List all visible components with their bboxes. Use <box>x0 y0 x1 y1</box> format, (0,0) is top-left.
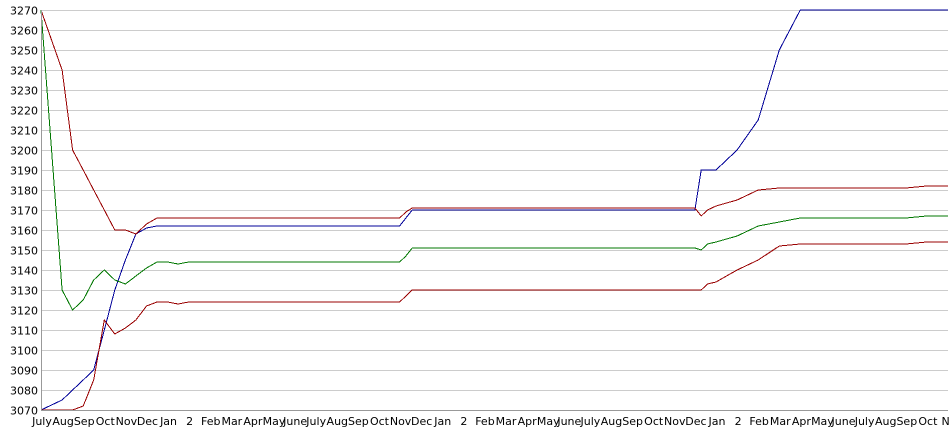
y-tick-label: 3170 <box>10 205 38 218</box>
y-tick-label: 3180 <box>10 185 38 198</box>
x-tick-label: June <box>831 415 856 428</box>
x-tick-label: Nov <box>390 415 412 428</box>
x-tick-label: May <box>537 415 560 428</box>
series-line-4 <box>41 241 948 411</box>
y-tick-label: 3070 <box>10 405 38 418</box>
y-tick-label: 3210 <box>10 125 38 138</box>
x-tick-label: Nov <box>664 415 686 428</box>
x-tick-label: 2 <box>186 415 193 428</box>
y-tick-label: 3130 <box>10 285 38 298</box>
y-tick-label: 3190 <box>10 165 38 178</box>
x-tick-label: Sep <box>74 415 95 428</box>
x-tick-label: Sep <box>896 415 917 428</box>
x-tick-label: Aug <box>327 415 348 428</box>
y-tick-label: 3080 <box>10 385 38 398</box>
series-line-2 <box>40 9 948 235</box>
x-tick-label: Jan <box>707 415 725 428</box>
x-tick-label: Apr <box>518 415 538 428</box>
x-tick-label: Jan <box>159 415 177 428</box>
x-tick-label: Feb <box>749 415 768 428</box>
series-lines <box>40 9 948 411</box>
y-tick-label: 3230 <box>10 85 38 98</box>
x-tick-label: Apr <box>243 415 263 428</box>
x-tick-label: Nov <box>116 415 138 428</box>
x-tick-label: Mar <box>221 415 242 428</box>
x-tick-label: May <box>811 415 834 428</box>
series-line-3 <box>40 9 948 311</box>
x-tick-label: No <box>942 415 950 428</box>
x-tick-label: Oct <box>96 415 116 428</box>
x-tick-label: Feb <box>201 415 220 428</box>
x-tick-label: July <box>580 415 601 428</box>
x-tick-label: Mar <box>496 415 517 428</box>
y-tick-label: 3150 <box>10 245 38 258</box>
x-tick-label: Aug <box>601 415 622 428</box>
x-tick-label: Oct <box>370 415 390 428</box>
x-tick-label: Aug <box>52 415 73 428</box>
x-tick-label: Apr <box>792 415 812 428</box>
y-tick-label: 3220 <box>10 105 38 118</box>
x-tick-label: Dec <box>685 415 706 428</box>
x-tick-label: June <box>282 415 307 428</box>
x-tick-label: Sep <box>348 415 369 428</box>
x-tick-label: Dec <box>137 415 158 428</box>
x-tick-label: Mar <box>770 415 791 428</box>
y-tick-labels: 3070 3080 3090 3100 3110 3120 3130 3140 3150 3160… <box>10 5 38 418</box>
x-tick-label: Dec <box>411 415 432 428</box>
x-tick-label: Jan <box>433 415 451 428</box>
y-tick-label: 3100 <box>10 345 38 358</box>
y-tick-label: 3240 <box>10 65 38 78</box>
axes <box>41 10 948 411</box>
series-line-1 <box>40 9 948 411</box>
x-tick-label: Aug <box>875 415 896 428</box>
x-tick-label: July <box>305 415 326 428</box>
x-tick-label: Oct <box>918 415 938 428</box>
x-tick-label: Oct <box>644 415 664 428</box>
x-tick-label: 2 <box>735 415 742 428</box>
y-tick-label: 3270 <box>10 5 38 18</box>
x-tick-label: Feb <box>475 415 494 428</box>
gridlines <box>41 10 948 411</box>
x-tick-label: July <box>31 415 52 428</box>
y-tick-label: 3250 <box>10 45 38 58</box>
y-tick-label: 3120 <box>10 305 38 318</box>
x-tick-label: 2 <box>460 415 467 428</box>
x-tick-label: July <box>854 415 875 428</box>
x-tick-label: May <box>263 415 286 428</box>
x-tick-label: Sep <box>622 415 643 428</box>
y-tick-label: 3140 <box>10 265 38 278</box>
y-tick-label: 3260 <box>10 25 38 38</box>
y-tick-label: 3160 <box>10 225 38 238</box>
y-tick-label: 3200 <box>10 145 38 158</box>
y-tick-label: 3090 <box>10 365 38 378</box>
y-tick-label: 3110 <box>10 325 38 338</box>
x-tick-label: June <box>556 415 581 428</box>
